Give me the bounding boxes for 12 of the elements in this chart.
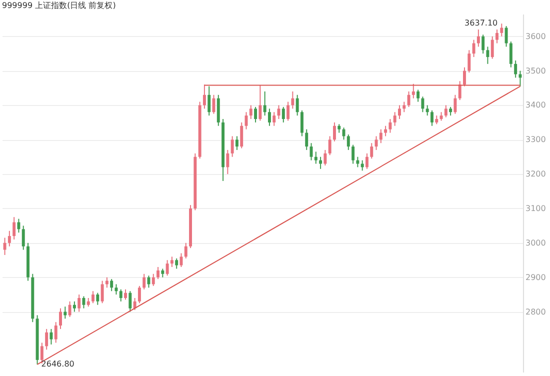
chart-title: 999999 上证指数(日线 前复权) xyxy=(2,1,116,10)
y-tick-label: 2800 xyxy=(526,307,546,316)
annotation: 2646.80 xyxy=(41,359,74,368)
y-tick-label: 3000 xyxy=(526,238,546,248)
annotation: 3637.10 xyxy=(464,18,498,28)
y-tick-label: 3600 xyxy=(526,32,546,41)
y-tick-label: 3400 xyxy=(526,100,546,110)
y-tick-label: 3300 xyxy=(526,135,546,144)
y-tick-label: 3500 xyxy=(526,66,546,76)
y-tick-label: 3200 xyxy=(526,170,546,179)
y-tick-label: 3100 xyxy=(526,204,546,213)
y-tick-label: 2900 xyxy=(526,272,546,282)
